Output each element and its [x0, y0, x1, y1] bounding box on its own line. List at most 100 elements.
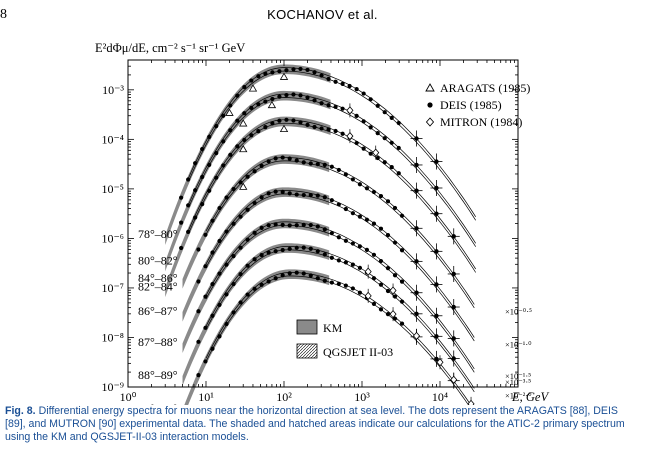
mitron-point [412, 331, 421, 341]
deis-point [385, 312, 391, 317]
deis-point [291, 67, 296, 72]
deis-point [249, 105, 254, 110]
deis-point [252, 230, 257, 235]
mitron-point [436, 358, 444, 367]
y-tick-label: 10⁻⁴ [101, 132, 124, 146]
deis-point [238, 214, 243, 219]
deis-point [228, 128, 233, 133]
model-curve [205, 246, 475, 389]
zenith-label: 86°–87° [138, 304, 178, 318]
deis-point [252, 286, 257, 291]
deis-point [273, 156, 278, 161]
deis-point [298, 93, 303, 98]
running-head: KOCHANOV et al. [267, 7, 378, 22]
scale-factor-label: ×10⁻³·⁵ [505, 377, 531, 387]
deis-point [273, 249, 278, 254]
deis-point [287, 191, 292, 196]
deis-point [203, 325, 208, 330]
deis-point [259, 195, 264, 200]
deis-point [214, 150, 219, 156]
deis-point [361, 91, 366, 96]
legend-marker-label: ARAGATS (1985) [440, 81, 530, 95]
deis-point [301, 271, 306, 276]
deis-point [350, 286, 355, 291]
series-1 [165, 90, 331, 272]
deis-point [242, 137, 247, 143]
deis-point [252, 200, 257, 206]
deis-point [315, 276, 320, 281]
deis-point [210, 218, 215, 223]
x-tick-label: 10² [276, 390, 292, 404]
mitron-point [364, 291, 372, 300]
deis-point [242, 84, 247, 90]
deis-point [392, 240, 398, 245]
deis-point [210, 346, 215, 351]
deis-point [301, 160, 306, 165]
deis-point [263, 99, 268, 104]
deis-point [196, 279, 201, 284]
deis-point [354, 113, 359, 118]
aragats-point [225, 108, 234, 116]
deis-point [235, 93, 240, 98]
deis-point [210, 250, 215, 255]
deis-point [273, 276, 278, 281]
deis-point [399, 248, 405, 253]
km-band [165, 64, 331, 245]
deis-point [319, 101, 324, 106]
deis-point [217, 205, 222, 211]
deis-point [221, 113, 226, 118]
deis-point [238, 272, 243, 277]
deis-point [329, 198, 334, 203]
deis-point [392, 316, 398, 321]
deis-point [270, 70, 275, 75]
deis-point [315, 161, 320, 167]
mitron-point [346, 106, 354, 115]
deis-point [333, 79, 338, 84]
deis-point [451, 304, 456, 310]
deis-point [221, 163, 226, 168]
deis-point [263, 71, 268, 76]
deis-point [396, 171, 401, 176]
deis-point [203, 232, 208, 237]
deis-point [238, 300, 243, 305]
deis-point [319, 73, 324, 78]
deis-point [399, 279, 405, 284]
deis-point [319, 126, 324, 131]
legend-triangle-marker [425, 83, 435, 92]
deis-point [322, 252, 327, 257]
deis-point [312, 124, 317, 130]
deis-point [179, 195, 184, 200]
page-number: 8 [0, 7, 7, 22]
deis-point [347, 83, 352, 89]
aragats-point [279, 72, 289, 80]
model-curve [188, 122, 476, 273]
deis-point [375, 155, 380, 161]
legend-marker-label: MITRON (1984) [440, 115, 522, 129]
deis-point [217, 334, 222, 339]
deis-point [238, 180, 243, 185]
deis-point [266, 279, 271, 284]
deis-point [235, 118, 240, 123]
deis-point [315, 193, 320, 198]
deis-point [294, 158, 299, 163]
y-tick-label: 10⁻⁵ [101, 182, 124, 196]
deis-point [329, 255, 334, 260]
mitron-point [364, 267, 372, 276]
deis-point [368, 125, 373, 130]
deis-point [298, 66, 303, 72]
deis-point [361, 146, 366, 151]
deis-point [434, 282, 439, 287]
deis-point [266, 191, 271, 196]
deis-point [242, 111, 247, 116]
aragats-point [239, 182, 248, 190]
aragats-point [267, 100, 277, 109]
deis-point [451, 234, 456, 239]
deis-point [245, 237, 250, 242]
deis-point [354, 87, 359, 92]
deis-point [207, 188, 212, 193]
figure-label: Fig. 8. [5, 405, 36, 417]
deis-point [245, 292, 250, 297]
scale-factor-label: ×10⁻¹·⁰ [505, 340, 532, 350]
deis-point [301, 192, 306, 198]
deis-point [294, 245, 299, 250]
